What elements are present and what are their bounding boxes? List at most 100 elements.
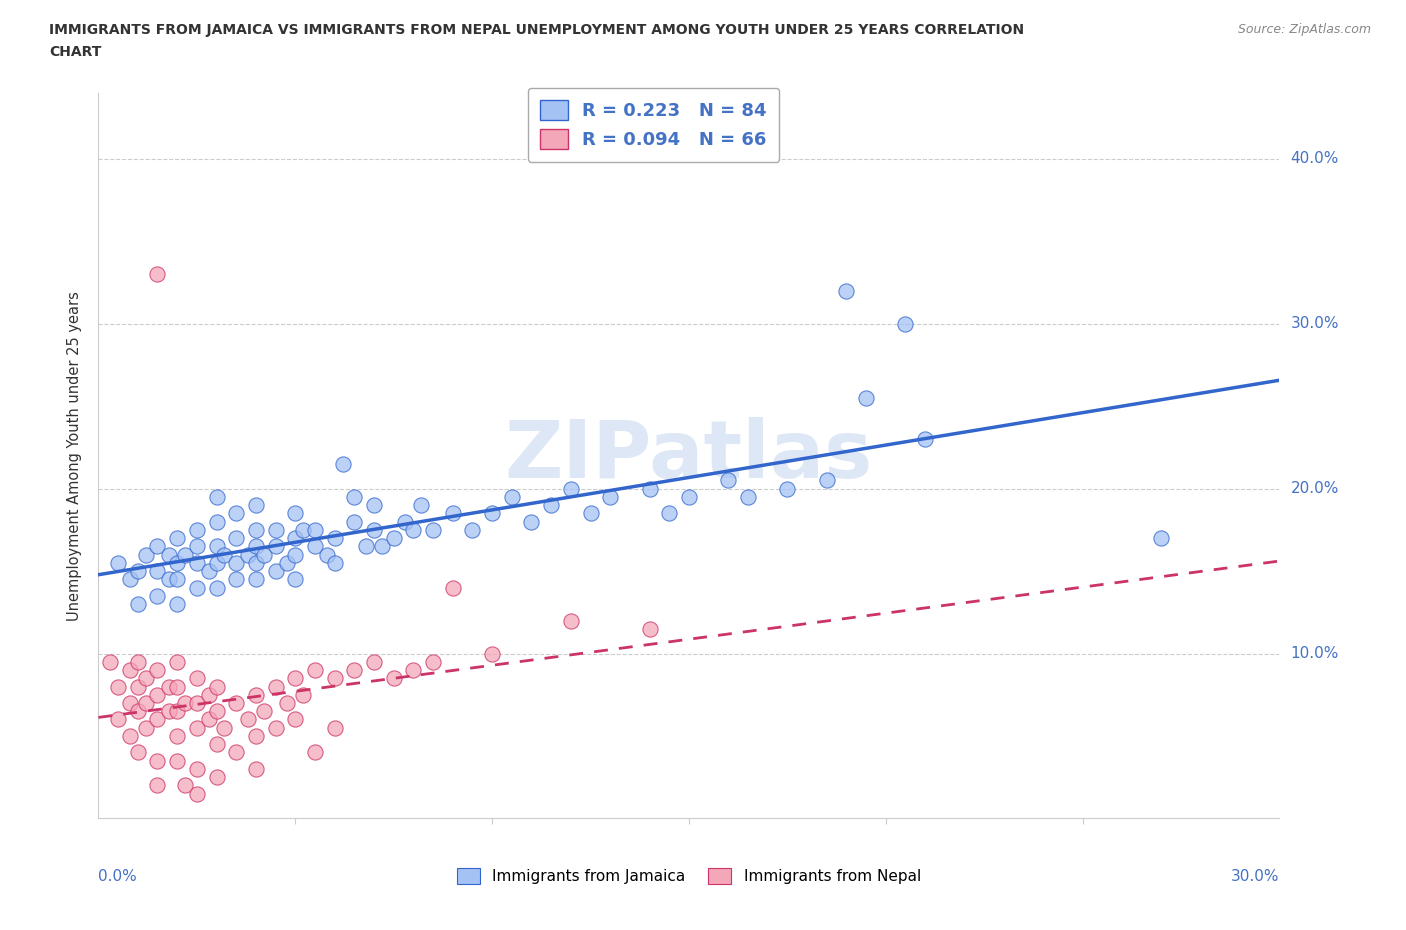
Text: 10.0%: 10.0%	[1291, 646, 1339, 661]
Point	[118, 572, 141, 587]
Point	[118, 728, 141, 743]
Point	[166, 597, 188, 612]
Point	[264, 720, 287, 735]
Text: IMMIGRANTS FROM JAMAICA VS IMMIGRANTS FROM NEPAL UNEMPLOYMENT AMONG YOUTH UNDER : IMMIGRANTS FROM JAMAICA VS IMMIGRANTS FR…	[49, 23, 1025, 37]
Point	[186, 538, 208, 553]
Point	[225, 745, 247, 760]
Point	[284, 531, 307, 546]
Point	[717, 473, 740, 488]
Point	[815, 473, 838, 488]
Point	[118, 662, 141, 677]
Point	[186, 696, 208, 711]
Point	[382, 531, 405, 546]
Point	[118, 696, 141, 711]
Point	[245, 523, 267, 538]
Point	[146, 267, 169, 282]
Point	[186, 786, 208, 801]
Legend: Immigrants from Jamaica, Immigrants from Nepal: Immigrants from Jamaica, Immigrants from…	[451, 862, 927, 891]
Point	[146, 778, 169, 793]
Point	[186, 762, 208, 777]
Y-axis label: Unemployment Among Youth under 25 years: Unemployment Among Youth under 25 years	[67, 291, 83, 620]
Point	[205, 489, 228, 504]
Point	[276, 555, 298, 570]
Point	[737, 489, 759, 504]
Point	[127, 745, 149, 760]
Point	[292, 687, 315, 702]
Text: CHART: CHART	[49, 45, 101, 59]
Point	[343, 514, 366, 529]
Point	[186, 720, 208, 735]
Point	[638, 481, 661, 496]
Point	[323, 671, 346, 685]
Point	[107, 679, 129, 694]
Point	[323, 531, 346, 546]
Point	[146, 687, 169, 702]
Point	[146, 564, 169, 578]
Point	[284, 572, 307, 587]
Point	[363, 498, 385, 512]
Point	[245, 728, 267, 743]
Point	[363, 523, 385, 538]
Point	[461, 523, 484, 538]
Text: 20.0%: 20.0%	[1291, 481, 1339, 497]
Point	[363, 655, 385, 670]
Point	[225, 696, 247, 711]
Point	[332, 457, 354, 472]
Point	[197, 564, 219, 578]
Point	[166, 679, 188, 694]
Point	[323, 555, 346, 570]
Point	[253, 704, 276, 719]
Point	[157, 679, 180, 694]
Point	[157, 547, 180, 562]
Point	[245, 498, 267, 512]
Point	[776, 481, 799, 496]
Point	[146, 589, 169, 604]
Point	[560, 481, 582, 496]
Point	[186, 580, 208, 595]
Point	[166, 728, 188, 743]
Point	[835, 284, 858, 299]
Point	[236, 712, 259, 727]
Point	[186, 671, 208, 685]
Point	[107, 712, 129, 727]
Point	[264, 679, 287, 694]
Point	[441, 506, 464, 521]
Point	[304, 538, 326, 553]
Point	[205, 538, 228, 553]
Point	[658, 506, 681, 521]
Point	[127, 564, 149, 578]
Point	[323, 720, 346, 735]
Text: Source: ZipAtlas.com: Source: ZipAtlas.com	[1237, 23, 1371, 36]
Point	[186, 555, 208, 570]
Point	[205, 679, 228, 694]
Point	[638, 621, 661, 636]
Point	[205, 737, 228, 751]
Point	[264, 538, 287, 553]
Point	[245, 687, 267, 702]
Point	[174, 696, 197, 711]
Point	[135, 720, 157, 735]
Point	[264, 564, 287, 578]
Point	[394, 514, 416, 529]
Point	[166, 753, 188, 768]
Text: ZIPatlas: ZIPatlas	[505, 417, 873, 495]
Text: 0.0%: 0.0%	[98, 870, 138, 884]
Point	[197, 712, 219, 727]
Point	[225, 555, 247, 570]
Point	[284, 506, 307, 521]
Point	[135, 671, 157, 685]
Point	[343, 662, 366, 677]
Point	[135, 547, 157, 562]
Point	[127, 679, 149, 694]
Point	[276, 696, 298, 711]
Point	[146, 712, 169, 727]
Point	[166, 555, 188, 570]
Point	[422, 523, 444, 538]
Point	[304, 662, 326, 677]
Point	[225, 531, 247, 546]
Point	[146, 662, 169, 677]
Point	[481, 646, 503, 661]
Point	[205, 580, 228, 595]
Point	[245, 572, 267, 587]
Point	[371, 538, 394, 553]
